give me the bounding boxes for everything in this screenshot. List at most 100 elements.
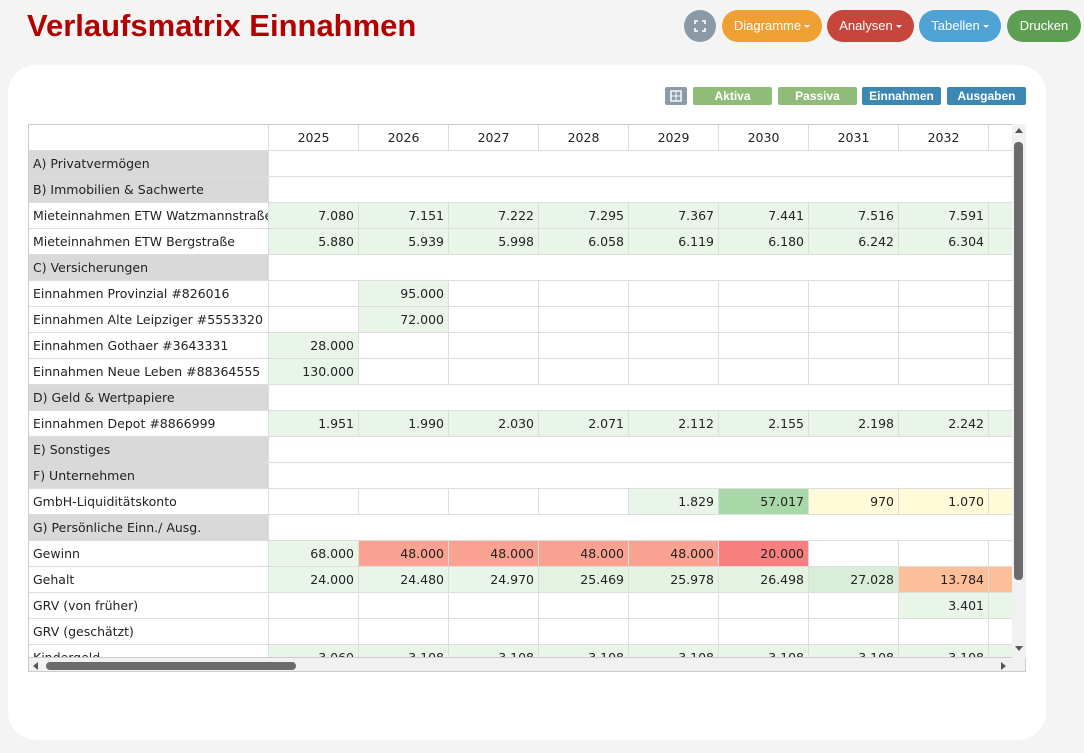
value-cell: 7.591 — [899, 203, 989, 229]
value-cell — [629, 359, 719, 385]
value-cell — [269, 281, 359, 307]
button-label: Drucken — [1019, 18, 1069, 33]
section-fill — [269, 515, 1012, 541]
horizontal-scrollbar-graphic — [33, 662, 1006, 670]
data-row: Kindergeld 3.060 3.108 3.108 3.108 3.108 3.108… — [29, 645, 1012, 657]
tab-button[interactable]: Aktiva — [693, 87, 772, 105]
value-cell: 20.000 — [719, 541, 809, 567]
row-label: Gehalt — [29, 567, 269, 593]
tab-button[interactable]: Passiva — [778, 87, 857, 105]
value-cell — [899, 619, 989, 645]
corner-cell — [29, 125, 269, 151]
value-cell: 27.028 — [809, 567, 899, 593]
column-header: 2029 — [629, 125, 719, 151]
value-cell-stub — [989, 411, 1012, 437]
row-label: Einnahmen Gothaer #3643331 — [29, 333, 269, 359]
page-title: Verlaufsmatrix Einnahmen — [27, 8, 417, 43]
vertical-scrollbar[interactable] — [1012, 124, 1026, 658]
value-cell — [809, 593, 899, 619]
section-row: A) Privatvermögen — [29, 151, 1012, 177]
tab-button[interactable]: Ausgaben — [947, 87, 1026, 105]
data-row: Einnahmen Neue Leben #88364555 130.000 — [29, 359, 1012, 385]
value-cell — [719, 281, 809, 307]
value-cell-stub — [989, 541, 1012, 567]
horizontal-scrollbar[interactable] — [28, 658, 1026, 672]
value-cell — [899, 281, 989, 307]
value-cell: 48.000 — [359, 541, 449, 567]
header-button[interactable]: Analysen — [827, 10, 914, 42]
row-label: Kindergeld — [29, 645, 269, 657]
value-cell — [629, 593, 719, 619]
value-cell-stub — [989, 281, 1012, 307]
data-row: Einnahmen Alte Leipziger #5553320 72.000 — [29, 307, 1012, 333]
value-cell: 5.880 — [269, 229, 359, 255]
value-cell: 7.151 — [359, 203, 449, 229]
grid-view-button[interactable] — [665, 87, 687, 105]
value-cell: 970 — [809, 489, 899, 515]
value-cell: 68.000 — [269, 541, 359, 567]
row-label: Gewinn — [29, 541, 269, 567]
value-cell — [629, 333, 719, 359]
header-button[interactable]: Diagramme — [722, 10, 822, 42]
tab-button[interactable]: Einnahmen — [862, 87, 941, 105]
row-label: Einnahmen Neue Leben #88364555 — [29, 359, 269, 385]
value-cell — [359, 593, 449, 619]
fullscreen-button[interactable] — [684, 10, 716, 42]
value-cell: 1.829 — [629, 489, 719, 515]
value-cell: 7.367 — [629, 203, 719, 229]
header-button[interactable]: Tabellen — [919, 10, 1001, 42]
data-row: Einnahmen Provinzial #826016 95.000 — [29, 281, 1012, 307]
section-label: G) Persönliche Einn./ Ausg. — [29, 515, 269, 541]
column-header: 2031 — [809, 125, 899, 151]
button-label: Analysen — [839, 18, 901, 33]
value-cell-stub — [989, 567, 1012, 593]
value-cell — [539, 281, 629, 307]
section-label: A) Privatvermögen — [29, 151, 269, 177]
header-row: 2025 2026 2027 2028 2029 2030 2031 2032 — [29, 125, 1012, 151]
value-cell — [809, 619, 899, 645]
value-cell: 6.242 — [809, 229, 899, 255]
value-cell — [359, 359, 449, 385]
row-label: GRV (geschätzt) — [29, 619, 269, 645]
value-cell: 2.242 — [899, 411, 989, 437]
value-cell: 5.939 — [359, 229, 449, 255]
row-label: Einnahmen Alte Leipziger #5553320 — [29, 307, 269, 333]
value-cell: 3.108 — [449, 645, 539, 657]
data-row: GRV (von früher) 3.401 — [29, 593, 1012, 619]
value-cell: 48.000 — [539, 541, 629, 567]
value-cell: 2.112 — [629, 411, 719, 437]
value-cell — [809, 307, 899, 333]
fullscreen-icon — [694, 20, 706, 32]
value-cell: 6.304 — [899, 229, 989, 255]
value-cell: 7.441 — [719, 203, 809, 229]
data-row: Einnahmen Gothaer #3643331 28.000 — [29, 333, 1012, 359]
section-row: C) Versicherungen — [29, 255, 1012, 281]
value-cell: 7.516 — [809, 203, 899, 229]
data-row: Einnahmen Depot #8866999 1.951 1.990 2.030 2… — [29, 411, 1012, 437]
value-cell: 2.030 — [449, 411, 539, 437]
section-label: F) Unternehmen — [29, 463, 269, 489]
value-cell — [539, 333, 629, 359]
value-cell — [539, 307, 629, 333]
value-cell-stub — [989, 619, 1012, 645]
value-cell — [629, 619, 719, 645]
value-cell: 3.108 — [539, 645, 629, 657]
value-cell-stub — [989, 645, 1012, 657]
header-button[interactable]: Drucken — [1007, 10, 1081, 42]
value-cell: 48.000 — [629, 541, 719, 567]
value-cell — [269, 593, 359, 619]
value-cell — [269, 307, 359, 333]
value-cell: 1.951 — [269, 411, 359, 437]
value-cell — [269, 489, 359, 515]
section-fill — [269, 255, 1012, 281]
value-cell — [539, 489, 629, 515]
section-row: B) Immobilien & Sachwerte — [29, 177, 1012, 203]
section-fill — [269, 385, 1012, 411]
value-cell-stub — [989, 307, 1012, 333]
value-cell: 26.498 — [719, 567, 809, 593]
data-row: Mieteinnahmen ETW Watzmannstraße 7.080 7.1… — [29, 203, 1012, 229]
value-cell: 6.119 — [629, 229, 719, 255]
value-cell — [629, 307, 719, 333]
value-cell: 72.000 — [359, 307, 449, 333]
